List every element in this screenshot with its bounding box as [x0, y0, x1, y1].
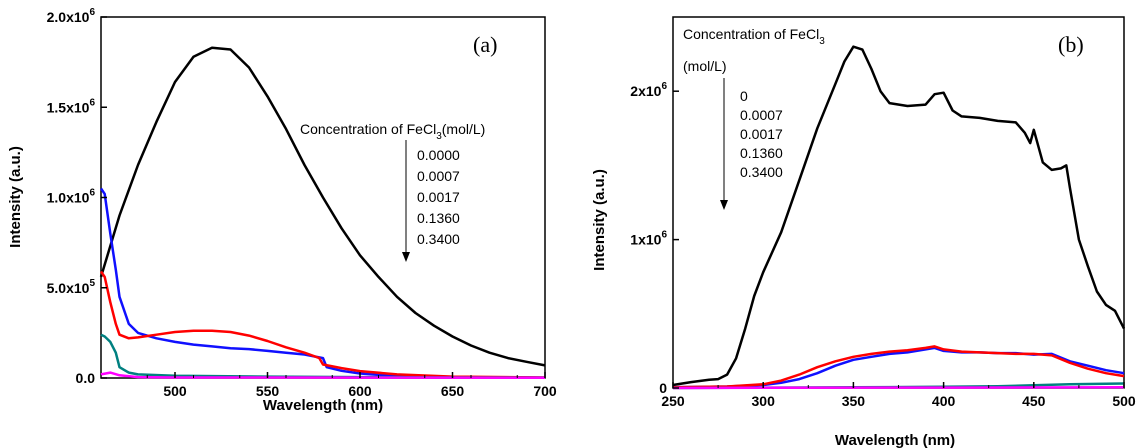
- panel-a-annotation-title: Concentration of FeCl3(mol/L): [300, 121, 485, 142]
- panel-b-x-tick-label: 250: [661, 393, 685, 409]
- panel-b-series-line-3: [672, 345, 1125, 389]
- panel-a-series-line-3: [99, 270, 546, 379]
- panel-a-x-axis-label: Wavelength (nm): [263, 397, 383, 414]
- panel-a-y-tick-label: 2.0x106: [47, 7, 96, 25]
- panel-b-y-axis-label: Intensity (a.u.): [591, 169, 608, 271]
- panel-b-decreasing-arrow-head: [720, 200, 728, 210]
- panel-b-x-tick-label: 450: [1022, 393, 1046, 409]
- panel-a-label: (a): [473, 32, 497, 57]
- panel-a-annotation-value: 0.0017: [417, 189, 460, 205]
- panel-a-annotation-value: 0.0007: [417, 168, 460, 184]
- panel-a-series-line-1: [99, 46, 546, 367]
- panel-b-y-tick-label: 1x106: [630, 230, 667, 248]
- panel-b-annotation-title: Concentration of FeCl3: [683, 26, 825, 47]
- panel-a: (a) Wavelength (nm) Intensity (a.u.) Con…: [7, 7, 557, 414]
- panel-a-y-tick-label: 1.5x106: [47, 97, 96, 115]
- panel-a-legend-annotation: Concentration of FeCl3(mol/L) 0.0000 0.0…: [300, 121, 485, 262]
- panel-a-x-tick-label: 600: [348, 383, 372, 399]
- panel-b-annotation-value: 0.3400: [740, 164, 783, 180]
- panel-a-decreasing-arrow-head: [402, 252, 410, 262]
- panel-a-x-tick-label: 650: [441, 383, 465, 399]
- panel-a-x-tick-label: 700: [533, 383, 557, 399]
- panel-b-y-tick-label: 2x106: [630, 81, 667, 99]
- panel-a-annotation-value: 0.1360: [417, 210, 460, 226]
- panel-b-plot-frame: [672, 16, 1125, 389]
- panel-b-x-tick-label: 350: [842, 393, 866, 409]
- panel-b-x-axis-label: Wavelength (nm): [835, 432, 955, 448]
- panel-b-annotation-subtitle: (mol/L): [683, 58, 727, 74]
- panel-b-annotation-value: 0: [740, 88, 748, 104]
- panel-a-y-tick-label: 0.0: [76, 370, 96, 386]
- panel-b: (b) Wavelength (nm) Intensity (a.u.) Con…: [591, 16, 1136, 448]
- panel-a-series-line-2: [99, 187, 546, 379]
- panel-b-y-tick-label: 0: [659, 380, 667, 396]
- panel-b-series-line-2: [672, 346, 1125, 389]
- panel-b-x-tick-label: 400: [932, 393, 956, 409]
- panel-a-annotation-value: 0.3400: [417, 231, 460, 247]
- panel-a-y-axis-label: Intensity (a.u.): [7, 146, 24, 248]
- panel-b-annotation-value: 0.1360: [740, 145, 783, 161]
- panel-a-y-tick-label: 5.0x105: [47, 278, 96, 296]
- panel-b-annotation-value: 0.0007: [740, 107, 783, 123]
- panel-a-x-tick-label: 550: [256, 383, 280, 399]
- panel-b-label: (b): [1058, 32, 1084, 57]
- panel-b-x-tick-label: 500: [1112, 393, 1136, 409]
- panel-a-annotation-value: 0.0000: [417, 147, 460, 163]
- panel-a-x-tick-label: 500: [163, 383, 187, 399]
- panel-b-annotation-value: 0.0017: [740, 126, 783, 142]
- panel-b-x-tick-label: 300: [752, 393, 776, 409]
- panel-b-series-line-1: [672, 45, 1126, 387]
- panel-a-y-tick-label: 1.0x106: [47, 188, 96, 206]
- panel-b-legend-annotation: Concentration of FeCl3 (mol/L) 0 0.0007 …: [683, 26, 825, 210]
